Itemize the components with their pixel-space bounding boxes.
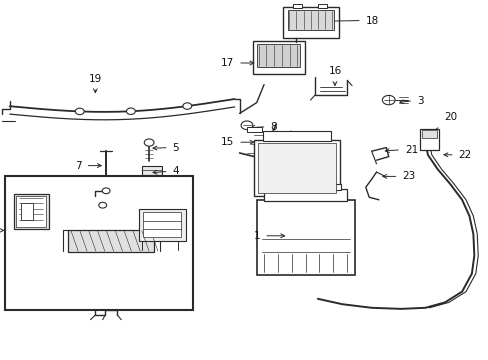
Text: 8: 8 xyxy=(270,122,277,132)
Text: 2: 2 xyxy=(260,150,267,160)
Circle shape xyxy=(144,139,154,146)
Text: 5: 5 xyxy=(172,143,179,153)
Bar xyxy=(317,4,326,8)
Bar xyxy=(293,4,302,8)
Bar xyxy=(143,212,181,237)
Text: 3: 3 xyxy=(416,96,423,106)
Bar xyxy=(16,196,46,227)
Text: 21: 21 xyxy=(404,145,417,155)
Circle shape xyxy=(138,177,148,185)
Circle shape xyxy=(99,202,106,208)
Bar xyxy=(263,131,330,141)
Text: 18: 18 xyxy=(365,15,378,26)
Bar xyxy=(254,140,339,196)
Circle shape xyxy=(382,95,394,105)
Bar xyxy=(421,130,436,138)
Bar xyxy=(256,44,299,67)
Text: 7: 7 xyxy=(75,161,81,171)
Circle shape xyxy=(75,108,84,115)
Text: 4: 4 xyxy=(172,166,179,176)
Bar xyxy=(139,209,185,241)
Text: 17: 17 xyxy=(221,58,234,68)
Bar xyxy=(268,184,279,190)
Text: 19: 19 xyxy=(88,73,102,84)
Bar xyxy=(419,129,438,150)
Text: 15: 15 xyxy=(221,137,234,147)
Bar xyxy=(287,10,333,30)
Bar xyxy=(329,184,340,190)
Bar xyxy=(258,143,335,193)
Text: 11: 11 xyxy=(30,259,43,269)
Text: 13: 13 xyxy=(142,183,156,193)
Bar xyxy=(139,178,147,184)
Circle shape xyxy=(102,188,110,194)
Bar xyxy=(253,41,304,74)
Text: 12: 12 xyxy=(121,249,134,259)
Text: 20: 20 xyxy=(443,112,456,122)
Bar xyxy=(14,194,49,229)
Bar xyxy=(68,230,154,252)
Bar xyxy=(264,189,346,201)
Bar xyxy=(142,166,162,175)
Text: 14: 14 xyxy=(68,283,81,293)
Bar xyxy=(21,203,33,220)
Circle shape xyxy=(183,103,191,109)
Text: 1: 1 xyxy=(253,231,260,241)
Bar xyxy=(282,7,338,38)
Text: 23: 23 xyxy=(402,171,415,181)
Text: 16: 16 xyxy=(327,66,341,76)
Bar xyxy=(256,200,354,275)
Text: 22: 22 xyxy=(458,150,471,160)
Circle shape xyxy=(241,121,252,130)
Text: 6: 6 xyxy=(167,177,174,188)
Circle shape xyxy=(126,108,135,114)
Text: 10: 10 xyxy=(123,190,137,200)
Bar xyxy=(5,176,193,310)
Bar xyxy=(246,127,261,132)
